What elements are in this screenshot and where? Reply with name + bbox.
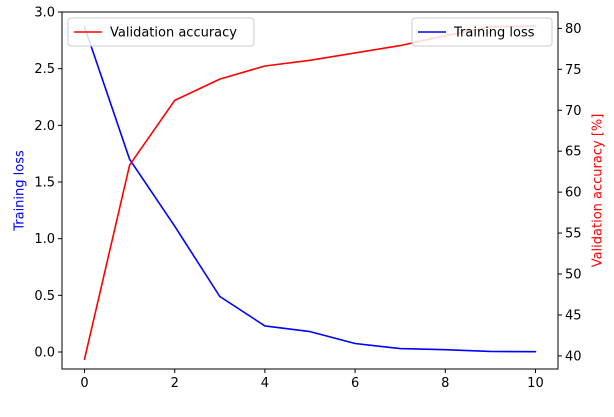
right-axis-label: Validation accuracy [%] (591, 114, 606, 268)
x-tick-label: 10 (527, 376, 544, 391)
left-y-tick-label: 3.0 (34, 6, 55, 21)
legend-box (67, 17, 255, 47)
right-y-tick-label: 60 (565, 186, 582, 201)
legend-box (411, 17, 553, 47)
legend-label: Training loss (453, 26, 535, 41)
right-y-tick-label: 50 (565, 268, 582, 283)
right-y-tick-label: 45 (565, 308, 582, 323)
right-y-tick-label: 65 (565, 145, 582, 160)
plot-frame (61, 11, 559, 370)
left-axis-label: Training loss (13, 150, 28, 232)
series-layer (83, 25, 537, 361)
legend-validation-accuracy: Validation accuracy (67, 17, 255, 47)
right-y-tick-label: 80 (565, 22, 582, 37)
x-tick-label: 6 (351, 376, 359, 391)
x-tick-label: 8 (441, 376, 449, 391)
ticks-layer: 0 2 4 6 8 10 0.0 0.5 1.0 1.5 2.0 2.5 3.0 40 45 50 55 60 65… (34, 6, 581, 392)
x-tick-label: 2 (171, 376, 179, 391)
left-y-tick-label: 0.0 (34, 346, 55, 361)
x-tick-label: 4 (261, 376, 269, 391)
legend-label: Validation accuracy (110, 26, 237, 41)
right-y-tick-label: 70 (565, 104, 582, 119)
legend-training-loss: Training loss (411, 17, 553, 47)
right-y-tick-label: 55 (565, 227, 582, 242)
x-tick-label: 0 (80, 376, 88, 391)
right-y-tick-label: 75 (565, 63, 582, 78)
left-y-tick-label: 1.5 (34, 176, 55, 191)
legend-layer: Validation accuracy Training loss (67, 17, 553, 47)
left-y-tick-label: 2.5 (34, 62, 55, 77)
left-y-tick-label: 0.5 (34, 289, 55, 304)
right-y-tick-label: 40 (565, 349, 582, 364)
series-line-training-loss (83, 25, 537, 353)
left-y-tick-label: 1.0 (34, 232, 55, 247)
left-y-tick-label: 2.0 (34, 119, 55, 134)
